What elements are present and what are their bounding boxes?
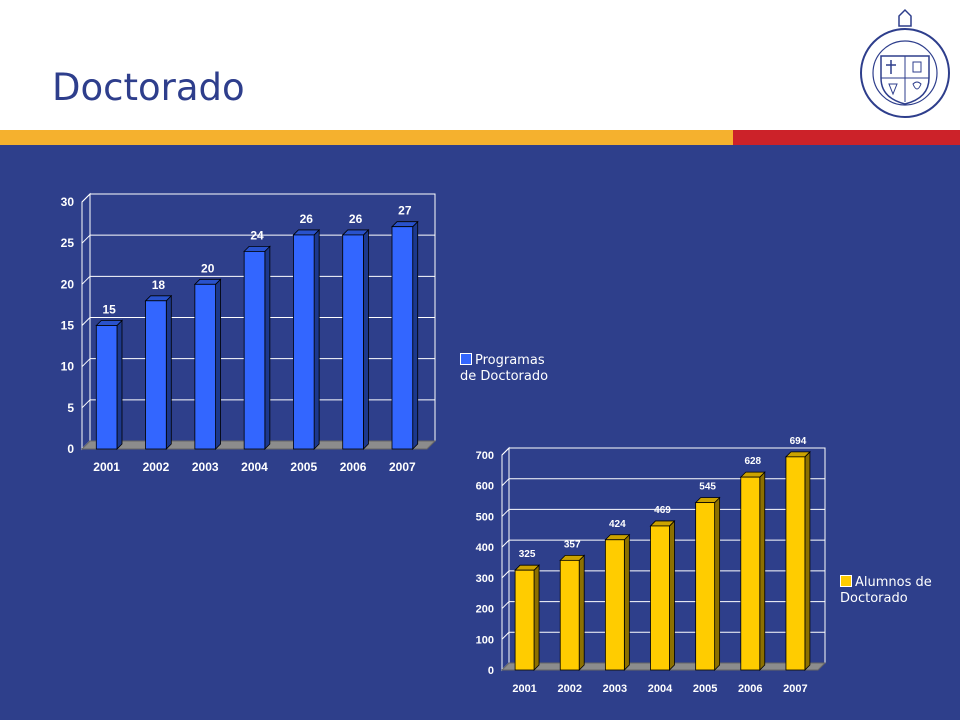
- x-tick-label: 2007: [783, 683, 807, 695]
- x-tick-label: 2002: [557, 683, 581, 695]
- gridline-diag: [501, 447, 510, 456]
- gridline-diag: [81, 399, 91, 409]
- page-title: Doctorado: [52, 66, 245, 109]
- data-label: 545: [699, 482, 716, 493]
- y-tick-label: 15: [61, 319, 75, 333]
- y-tick-label: 200: [476, 604, 494, 616]
- bar-side: [804, 450, 811, 671]
- x-tick-label: 2004: [648, 683, 673, 695]
- bar-side: [623, 533, 630, 671]
- bar: [650, 525, 670, 671]
- data-label: 694: [790, 436, 807, 447]
- accent-band-red: [733, 130, 960, 145]
- university-seal-icon: [860, 8, 950, 118]
- gridline-diag: [501, 478, 510, 487]
- legend-programas: Programas de Doctorado: [460, 337, 548, 385]
- data-label: 26: [300, 212, 314, 226]
- legend-label: Alumnos de Doctorado: [840, 575, 932, 606]
- gridline-diag: [81, 275, 91, 285]
- bar: [342, 234, 364, 450]
- bar: [514, 569, 535, 671]
- y-tick-label: 700: [476, 450, 494, 462]
- bar-side: [759, 471, 766, 671]
- x-tick-label: 2003: [192, 460, 219, 474]
- data-label: 26: [349, 212, 363, 226]
- bar: [559, 559, 580, 671]
- data-label: 27: [398, 204, 412, 218]
- x-tick-label: 2003: [603, 683, 627, 695]
- gridline-diag: [81, 358, 91, 368]
- bar: [740, 476, 761, 671]
- data-label: 24: [250, 228, 264, 242]
- y-tick-label: 600: [476, 481, 494, 493]
- gridline-diag: [501, 570, 510, 579]
- data-label: 18: [152, 278, 166, 292]
- bar: [145, 300, 167, 450]
- y-tick-label: 5: [67, 401, 74, 415]
- legend-label: Programas de Doctorado: [460, 353, 549, 384]
- x-tick-label: 2001: [93, 460, 120, 474]
- legend-swatch-icon: [460, 353, 472, 365]
- x-tick-label: 2007: [389, 460, 416, 474]
- x-tick-label: 2005: [693, 683, 717, 695]
- gridline-diag: [501, 631, 510, 640]
- gridline-diag: [81, 317, 91, 326]
- y-tick-label: 100: [476, 634, 494, 646]
- gridline-diag: [501, 539, 510, 548]
- gridline-diag: [501, 601, 510, 609]
- data-label: 20: [201, 261, 215, 275]
- data-label: 357: [564, 539, 581, 550]
- bar-side: [578, 554, 585, 671]
- accent-band-orange: [0, 130, 733, 145]
- gridline-diag: [81, 193, 91, 203]
- bar-side: [714, 496, 721, 671]
- gridline-diag: [81, 234, 91, 244]
- data-label: 15: [102, 303, 116, 317]
- y-tick-label: 0: [67, 442, 74, 456]
- y-tick-label: 30: [61, 195, 75, 209]
- header: Doctorado: [0, 0, 960, 130]
- data-label: 325: [519, 549, 536, 560]
- y-tick-label: 0: [488, 665, 494, 677]
- y-tick-label: 500: [476, 511, 494, 523]
- x-tick-label: 2004: [241, 460, 268, 474]
- bar: [194, 283, 216, 450]
- y-tick-label: 25: [61, 236, 75, 250]
- gridline-diag: [501, 509, 510, 517]
- bar: [604, 539, 625, 671]
- bar: [391, 226, 414, 450]
- x-tick-label: 2006: [340, 460, 367, 474]
- bar: [785, 456, 806, 671]
- x-tick-label: 2002: [143, 460, 170, 474]
- bar-side: [533, 564, 540, 671]
- legend-swatch-icon: [840, 575, 852, 587]
- bar: [293, 234, 315, 450]
- data-label: 469: [654, 505, 671, 516]
- y-tick-label: 300: [476, 573, 494, 585]
- legend-alumnos: Alumnos de Doctorado: [840, 559, 932, 607]
- y-tick-label: 10: [61, 360, 75, 374]
- bar-side: [669, 519, 675, 671]
- plot-side-wall: [501, 446, 510, 672]
- y-tick-label: 20: [61, 277, 75, 291]
- x-tick-label: 2006: [738, 683, 762, 695]
- x-tick-label: 2001: [512, 683, 536, 695]
- x-tick-label: 2005: [290, 460, 317, 474]
- bar: [243, 250, 266, 450]
- bar: [695, 502, 716, 671]
- y-tick-label: 400: [476, 542, 494, 554]
- bar: [95, 325, 118, 450]
- data-label: 628: [744, 456, 761, 467]
- data-label: 424: [609, 519, 626, 530]
